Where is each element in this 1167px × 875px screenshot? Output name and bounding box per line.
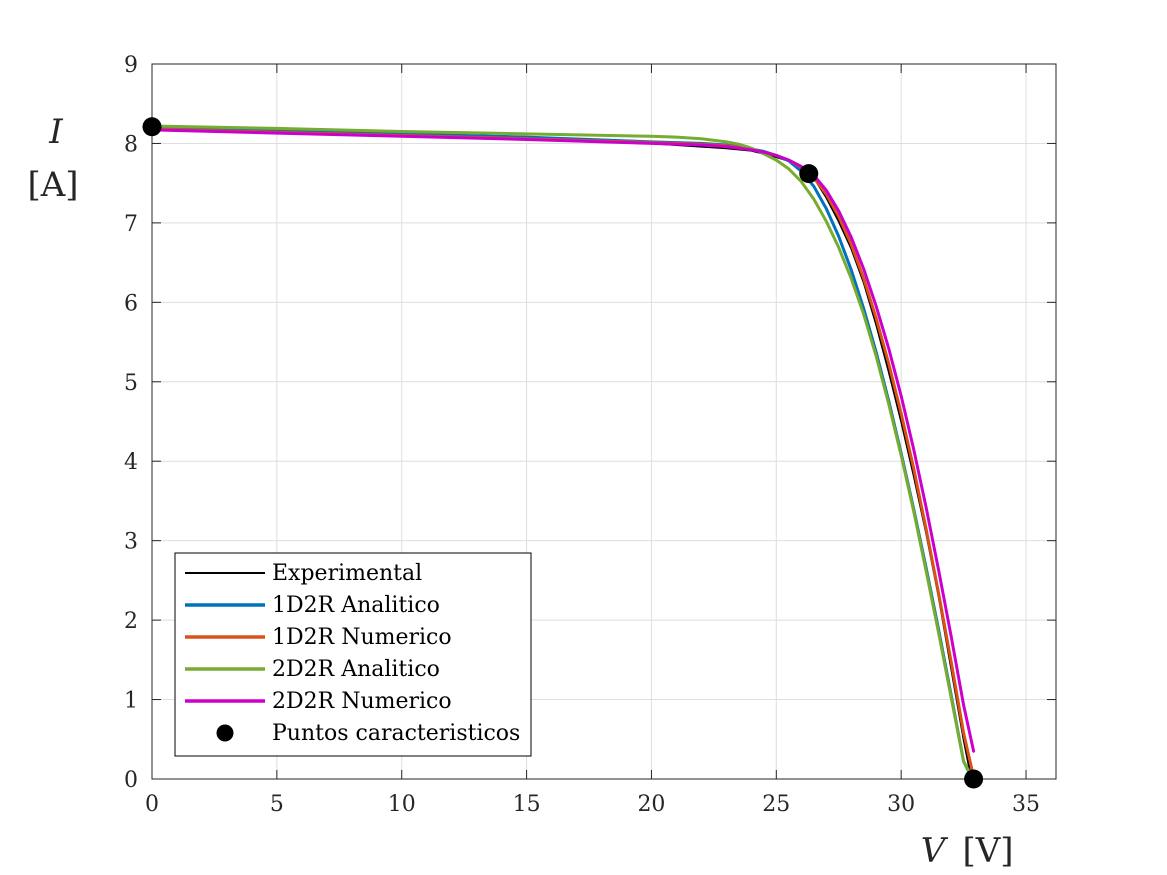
x-tick-label: 0 [145,792,159,817]
legend-label-1d2r-analitico: 1D2R Analitico [272,593,440,618]
x-tick-label: 25 [762,792,790,817]
series-line-2d2r-analitico [150,124,973,777]
legend-label-1d2r-numerico: 1D2R Numerico [272,625,452,650]
y-tick-label: 3 [124,530,138,555]
legend-label-experimental: Experimental [272,561,422,586]
y-tick-label: 9 [124,53,138,78]
characteristic-point [142,117,162,137]
x-axis-variable: V [921,831,949,871]
y-tick-label: 1 [124,689,138,714]
characteristic-point [799,164,819,184]
y-tick-label: 6 [124,291,138,316]
plot-frame [151,63,1057,780]
x-tick-label: 30 [887,792,915,817]
x-tick-label: 10 [388,792,416,817]
y-axis-unit: [A] [27,165,78,205]
legend: Experimental 1D2R Analitico 1D2R Numerico 2… [174,552,532,757]
x-tick-label: 5 [270,792,284,817]
series-line-2d2r-numerico [150,128,976,753]
y-tick-label: 7 [124,212,138,237]
legend-swatch-puntos-caracteristicos [216,724,234,742]
y-tick-label: 5 [124,371,138,396]
x-axis-unit: [V] [962,831,1013,871]
tick-marks [151,63,1056,780]
x-tick-label: 35 [1012,792,1040,817]
y-axis-variable: I [48,112,63,152]
characteristic-points [142,117,984,789]
legend-label-puntos-caracteristicos: Puntos caracteristicos [272,721,520,746]
y-tick-label: 2 [124,609,138,634]
legend-label-2d2r-analitico: 2D2R Analitico [272,657,440,682]
legend-box [174,552,532,757]
x-tick-label: 20 [637,792,665,817]
legend-label-2d2r-numerico: 2D2R Numerico [272,689,452,714]
tick-labels: 0 5 10 15 20 25 30 35 0 1 2 3 4 5 6 7 8 9 [124,53,1040,817]
y-tick-label: 8 [124,132,138,157]
characteristic-point [964,769,984,789]
x-tick-label: 15 [513,792,541,817]
y-tick-label: 0 [124,768,138,793]
y-tick-label: 4 [124,450,138,475]
